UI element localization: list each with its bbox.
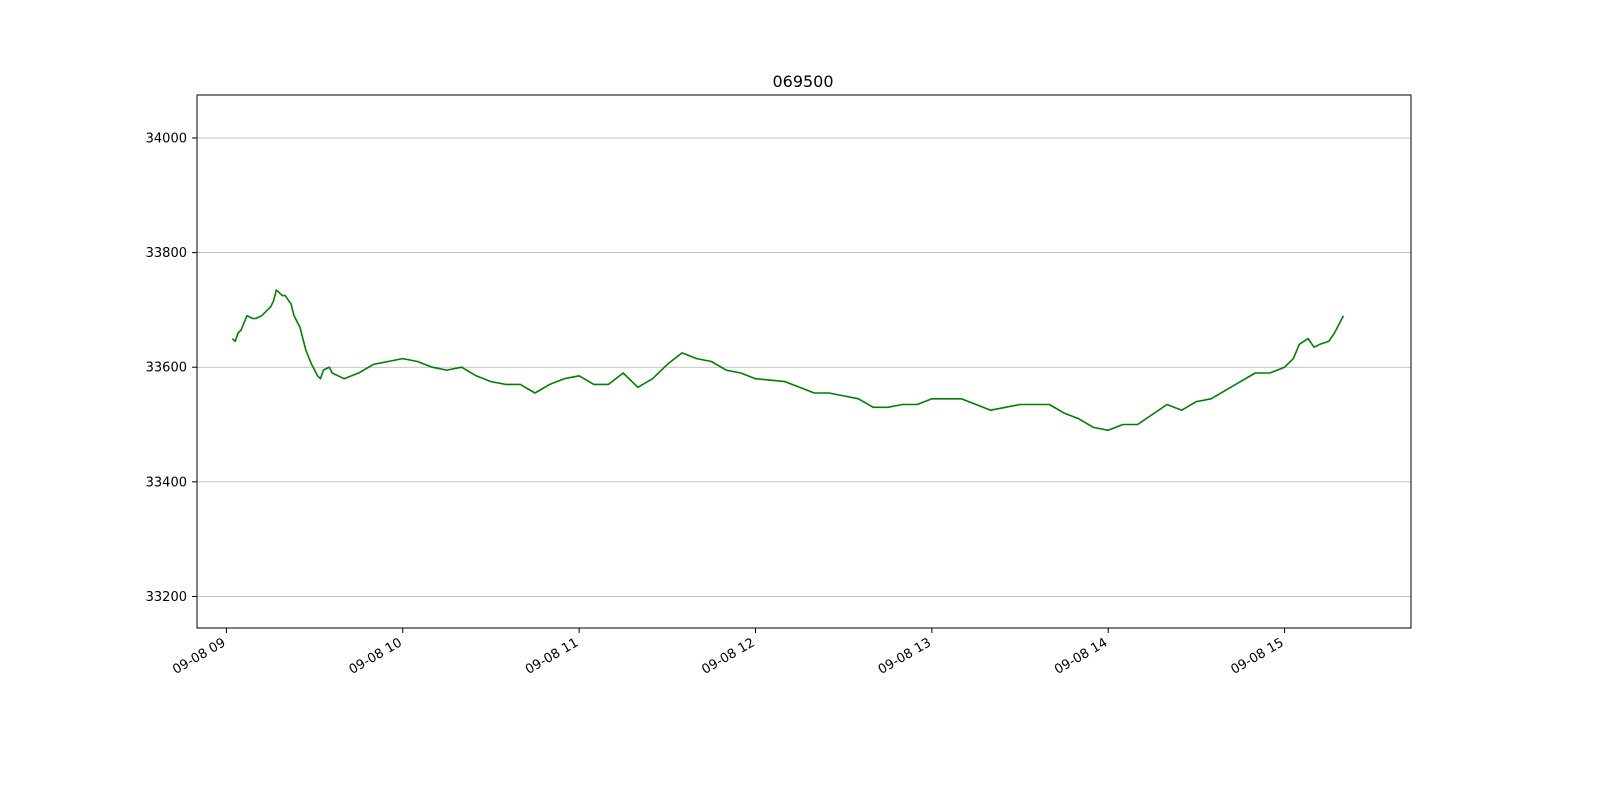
chart-title: 069500 <box>772 72 833 91</box>
series-layer <box>231 289 1345 432</box>
grid-lines <box>197 137 1411 597</box>
plot-frame <box>196 94 1412 629</box>
y-tick-label: 33400 <box>146 475 187 490</box>
series-line <box>231 289 1345 432</box>
y-tick-label: 33800 <box>146 246 187 261</box>
y-tick-label: 33200 <box>146 590 187 605</box>
y-tick-label: 33600 <box>146 361 187 376</box>
y-axis: 33200 33400 33600 33800 34000 <box>146 131 197 605</box>
y-tick-label: 34000 <box>146 131 187 146</box>
